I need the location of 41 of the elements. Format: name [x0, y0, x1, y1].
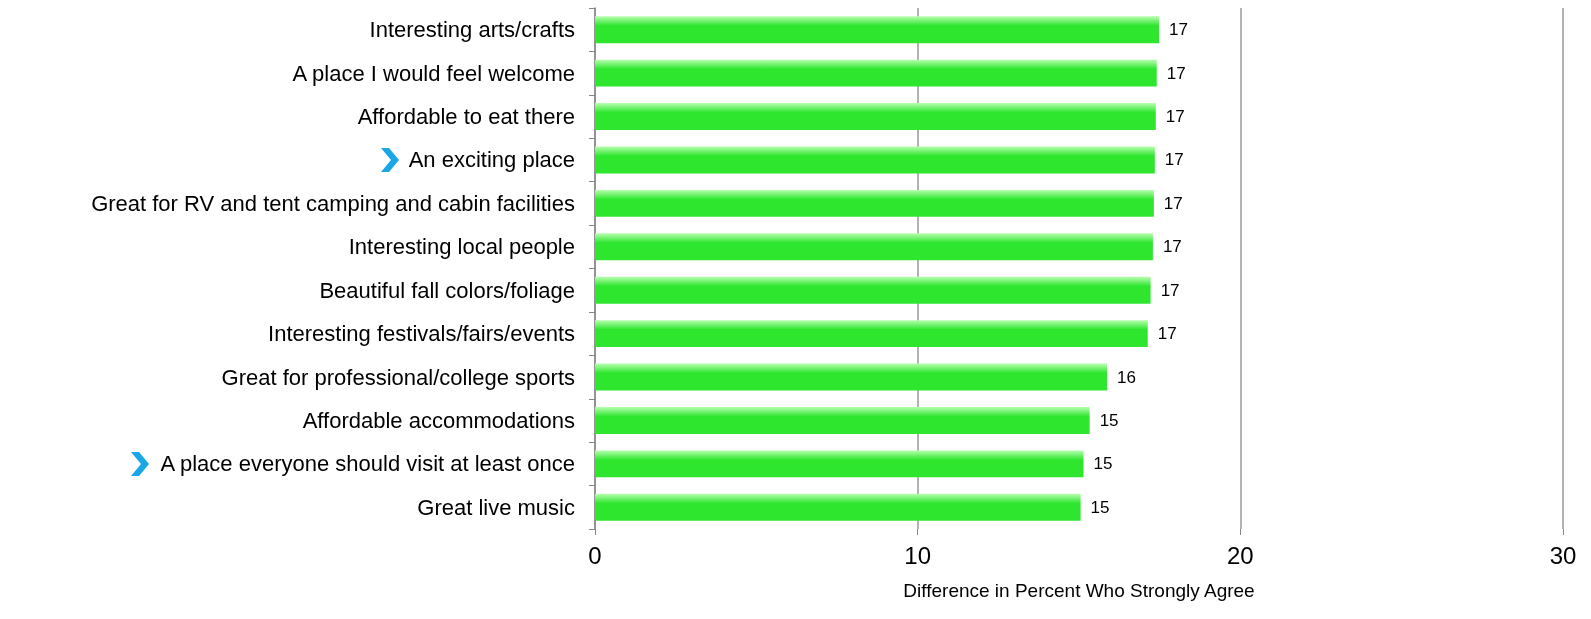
data-label: 17 — [1164, 150, 1184, 170]
data-label: 16 — [1117, 367, 1136, 387]
data-label: 17 — [1160, 280, 1180, 300]
data-label: 17 — [1157, 324, 1177, 344]
y-tick-label: Interesting arts/crafts — [369, 17, 575, 43]
bar — [595, 320, 1148, 348]
x-axis-title: Difference in Percent Who Strongly Agree — [903, 580, 1255, 601]
y-tick-label: Great for professional/college sports — [221, 364, 575, 390]
x-tick-label: 10 — [904, 541, 932, 569]
bar — [595, 450, 1084, 478]
data-label: 15 — [1099, 410, 1119, 430]
y-tick-label: Great live music — [417, 494, 575, 520]
bar — [595, 276, 1151, 304]
x-tick-label: 20 — [1226, 541, 1254, 569]
bar — [595, 103, 1156, 130]
y-tick-label: A place everyone should visit at least once — [160, 451, 575, 477]
data-label: 17 — [1165, 107, 1185, 127]
bar — [595, 16, 1160, 44]
y-tick-label: Beautiful fall colors/foliage — [319, 277, 575, 303]
y-tick-label: Interesting festivals/fairs/events — [268, 321, 575, 347]
data-label: 17 — [1169, 20, 1188, 40]
bar — [595, 59, 1157, 87]
data-label: 15 — [1093, 454, 1113, 474]
y-tick-label: Affordable accommodations — [302, 407, 575, 433]
data-label: 17 — [1162, 237, 1182, 257]
bar — [595, 146, 1155, 174]
bar — [595, 493, 1081, 521]
bar — [595, 407, 1090, 434]
y-tick-label: An exciting place — [408, 147, 575, 173]
y-tick-label: Great for RV and tent camping and cabin facilities — [91, 190, 575, 216]
bar — [595, 189, 1154, 217]
data-label: 15 — [1090, 497, 1110, 517]
y-tick-label: A place I would feel welcome — [292, 60, 575, 86]
x-tick-label: 0 — [588, 541, 602, 569]
bar — [595, 363, 1108, 391]
bar — [595, 233, 1153, 261]
data-label: 17 — [1166, 63, 1186, 83]
x-tick-label: 30 — [1549, 541, 1577, 569]
y-tick-label: Affordable to eat there — [357, 104, 575, 130]
data-label: 17 — [1163, 193, 1183, 213]
y-tick-label: Interesting local people — [348, 234, 575, 260]
